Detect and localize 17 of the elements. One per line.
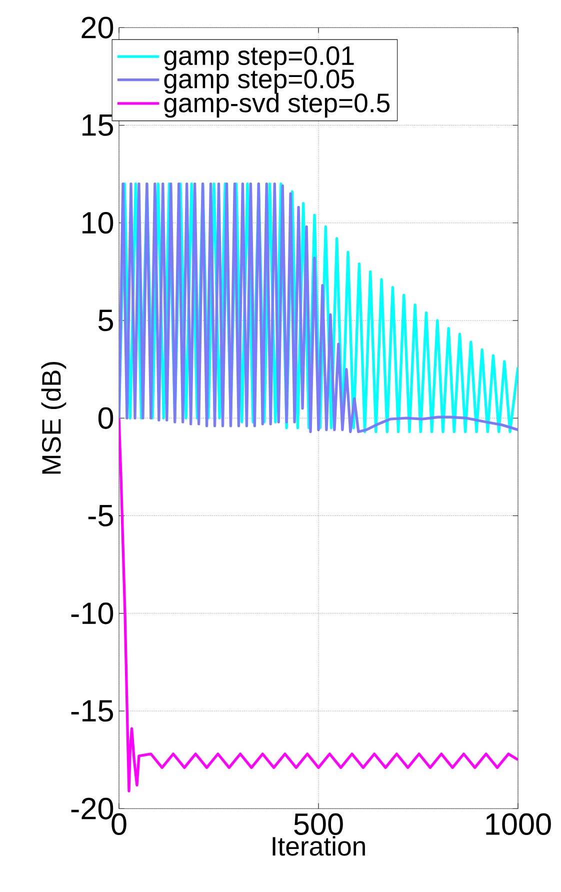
y-tick-label: -20	[71, 798, 114, 820]
y-tick-label: 15	[82, 114, 113, 136]
y-tick-label: 20	[82, 16, 114, 38]
legend-label: gamp step=0.05	[164, 70, 354, 94]
x-axis-title: Iteration	[272, 836, 365, 856]
y-tick-label: -10	[71, 602, 114, 624]
line-series	[119, 416, 518, 792]
legend-label: gamp-svd step=0.5	[164, 92, 390, 118]
y-tick-label: 5	[98, 310, 113, 332]
y-tick-label: -15	[71, 700, 113, 722]
x-tick-label: 1000	[486, 813, 551, 836]
x-tick-label: 500	[294, 813, 343, 836]
y-tick-label: -5	[88, 505, 113, 526]
y-tick-label: 0	[98, 407, 114, 429]
y-tick-label: 10	[82, 212, 114, 234]
legend-label: gamp step=0.01	[164, 46, 354, 70]
y-axis-title: MSE (dB)	[41, 362, 66, 474]
